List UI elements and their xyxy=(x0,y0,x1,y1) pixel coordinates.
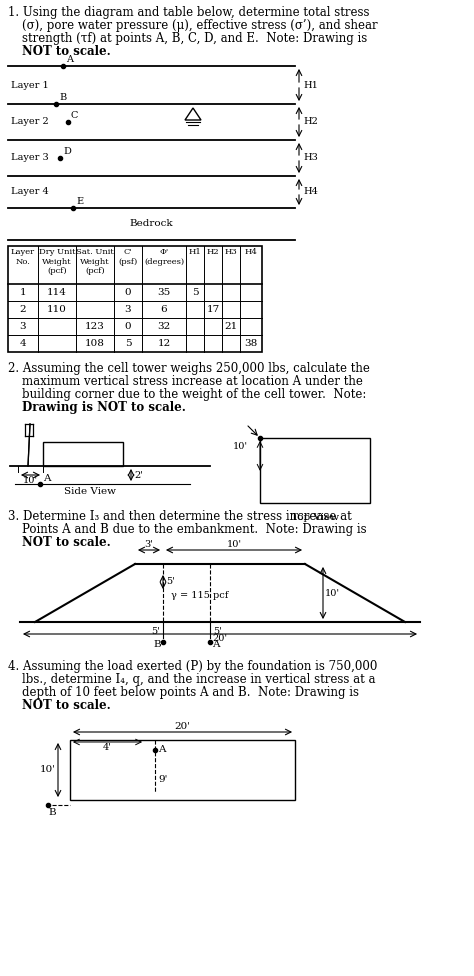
Text: Layer 4: Layer 4 xyxy=(11,187,49,196)
Text: Bedrock: Bedrock xyxy=(130,220,173,228)
Text: 32: 32 xyxy=(157,322,171,331)
Text: NOT to scale.: NOT to scale. xyxy=(22,699,111,712)
Text: Top View: Top View xyxy=(291,513,339,522)
Text: 12: 12 xyxy=(157,339,171,348)
Text: 3: 3 xyxy=(20,322,27,331)
Text: 5: 5 xyxy=(125,339,131,348)
Text: 4: 4 xyxy=(20,339,27,348)
Text: 1: 1 xyxy=(20,288,27,297)
Text: H1: H1 xyxy=(189,248,201,256)
Text: 10': 10' xyxy=(227,540,242,549)
Bar xyxy=(8,246,262,352)
Text: C: C xyxy=(71,111,78,120)
Text: Dry Unit
Weight
(pcf): Dry Unit Weight (pcf) xyxy=(39,248,75,275)
Text: A: A xyxy=(158,746,165,754)
Text: 110: 110 xyxy=(47,305,67,314)
Text: strength (τf) at points A, B, C, D, and E.  Note: Drawing is: strength (τf) at points A, B, C, D, and … xyxy=(22,32,367,45)
Text: NOT to scale.: NOT to scale. xyxy=(22,536,111,549)
Text: 3: 3 xyxy=(125,305,131,314)
Text: 3': 3' xyxy=(145,540,154,549)
Text: NOT to scale.: NOT to scale. xyxy=(22,45,111,58)
Text: 114: 114 xyxy=(47,288,67,297)
Text: 1. Using the diagram and table below, determine total stress: 1. Using the diagram and table below, de… xyxy=(8,6,370,19)
Text: 10': 10' xyxy=(233,442,248,451)
Text: A: A xyxy=(43,474,51,483)
Text: 10': 10' xyxy=(325,589,340,597)
Text: 2': 2' xyxy=(134,470,143,479)
Text: 5: 5 xyxy=(191,288,198,297)
Text: 4': 4' xyxy=(103,743,112,752)
Text: 0: 0 xyxy=(125,322,131,331)
Text: 20': 20' xyxy=(212,634,228,643)
Bar xyxy=(43,442,123,466)
Text: H3: H3 xyxy=(225,248,237,256)
Text: H3: H3 xyxy=(303,153,318,162)
Text: Layer
No.: Layer No. xyxy=(11,248,35,265)
Text: γ = 115 pcf: γ = 115 pcf xyxy=(171,591,228,600)
Text: 123: 123 xyxy=(85,322,105,331)
Text: depth of 10 feet below points A and B.  Note: Drawing is: depth of 10 feet below points A and B. N… xyxy=(22,686,359,699)
Text: C'
(psf): C' (psf) xyxy=(118,248,137,265)
Text: 20': 20' xyxy=(174,722,191,731)
Text: 2: 2 xyxy=(20,305,27,314)
Text: 9': 9' xyxy=(158,776,167,785)
Text: B: B xyxy=(154,640,161,649)
Text: H4: H4 xyxy=(245,248,257,256)
Text: 0: 0 xyxy=(125,288,131,297)
Text: Points A and B due to the embankment.  Note: Drawing is: Points A and B due to the embankment. No… xyxy=(22,523,366,536)
Text: Layer 1: Layer 1 xyxy=(11,80,49,90)
Text: 6: 6 xyxy=(161,305,167,314)
Text: 3. Determine I₃ and then determine the stress increase at: 3. Determine I₃ and then determine the s… xyxy=(8,510,352,523)
Text: Sat. Unit
Weight
(pcf): Sat. Unit Weight (pcf) xyxy=(76,248,114,275)
Text: (σ), pore water pressure (μ), effective stress (σ’), and shear: (σ), pore water pressure (μ), effective … xyxy=(22,19,378,32)
Text: 21: 21 xyxy=(224,322,237,331)
Text: H2: H2 xyxy=(303,117,318,127)
Text: A: A xyxy=(212,640,219,649)
Text: 10': 10' xyxy=(23,476,38,485)
Text: 2. Assuming the cell tower weighs 250,000 lbs, calculate the: 2. Assuming the cell tower weighs 250,00… xyxy=(8,362,370,375)
Text: 38: 38 xyxy=(245,339,258,348)
Text: Drawing is NOT to scale.: Drawing is NOT to scale. xyxy=(22,401,186,414)
Bar xyxy=(260,438,370,503)
Text: 5': 5' xyxy=(166,578,175,587)
Text: Side View: Side View xyxy=(64,487,116,496)
Bar xyxy=(70,740,295,800)
Text: H1: H1 xyxy=(303,80,318,90)
Text: Layer 2: Layer 2 xyxy=(11,117,49,127)
Text: E: E xyxy=(76,197,83,206)
Text: 5': 5' xyxy=(213,628,222,636)
Text: B: B xyxy=(48,808,55,817)
Text: H4: H4 xyxy=(303,187,318,196)
Text: B: B xyxy=(59,93,66,102)
Text: Layer 3: Layer 3 xyxy=(11,153,49,162)
Text: 5': 5' xyxy=(151,628,160,636)
Text: Φ'
(degrees): Φ' (degrees) xyxy=(144,248,184,265)
Text: D: D xyxy=(63,147,71,156)
Text: A: A xyxy=(66,55,73,64)
Text: H2: H2 xyxy=(207,248,219,256)
Text: 108: 108 xyxy=(85,339,105,348)
Text: maximum vertical stress increase at location A under the: maximum vertical stress increase at loca… xyxy=(22,375,363,388)
Text: 35: 35 xyxy=(157,288,171,297)
Text: lbs., determine I₄, q, and the increase in vertical stress at a: lbs., determine I₄, q, and the increase … xyxy=(22,673,375,686)
Text: 17: 17 xyxy=(206,305,219,314)
Text: 4. Assuming the load exerted (P) by the foundation is 750,000: 4. Assuming the load exerted (P) by the … xyxy=(8,660,377,673)
Text: building corner due to the weight of the cell tower.  Note:: building corner due to the weight of the… xyxy=(22,388,366,401)
Text: 10': 10' xyxy=(40,765,56,775)
